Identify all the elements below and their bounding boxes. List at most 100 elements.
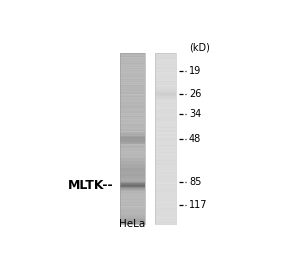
Bar: [120, 73, 145, 74]
Bar: [155, 57, 176, 58]
Bar: [155, 146, 176, 147]
Bar: [120, 210, 145, 211]
Bar: [155, 212, 176, 213]
Bar: [120, 169, 145, 170]
Bar: [155, 77, 176, 78]
Bar: [155, 82, 176, 83]
Bar: [155, 187, 176, 188]
Bar: [120, 181, 145, 182]
Bar: [120, 210, 145, 211]
Bar: [155, 127, 176, 128]
Bar: [155, 140, 176, 141]
Bar: [120, 110, 145, 111]
Bar: [120, 144, 145, 145]
Bar: [120, 200, 145, 201]
Bar: [120, 162, 145, 163]
Bar: [155, 123, 176, 124]
Bar: [155, 202, 176, 203]
Bar: [120, 213, 145, 214]
Bar: [155, 201, 176, 202]
Bar: [120, 101, 145, 102]
Bar: [120, 55, 145, 56]
Bar: [155, 107, 176, 108]
Bar: [155, 101, 176, 102]
Bar: [155, 216, 176, 217]
Bar: [120, 151, 145, 152]
Bar: [120, 96, 145, 97]
Bar: [120, 182, 145, 183]
Bar: [120, 78, 145, 79]
Bar: [155, 157, 176, 158]
Bar: [155, 143, 176, 144]
Bar: [120, 61, 145, 62]
Bar: [120, 54, 145, 55]
Bar: [155, 149, 176, 150]
Bar: [120, 180, 145, 181]
Bar: [120, 94, 145, 95]
Bar: [120, 166, 145, 167]
Bar: [155, 194, 176, 195]
Bar: [155, 97, 176, 98]
Bar: [155, 150, 176, 151]
Bar: [120, 141, 145, 142]
Bar: [120, 79, 145, 80]
Bar: [120, 68, 145, 69]
Bar: [120, 216, 145, 217]
Bar: [120, 71, 145, 72]
Bar: [120, 92, 145, 93]
Bar: [120, 136, 145, 137]
Bar: [155, 53, 176, 54]
Bar: [120, 164, 145, 165]
Bar: [120, 179, 145, 180]
Bar: [155, 129, 176, 130]
Bar: [120, 90, 145, 91]
Bar: [120, 65, 145, 66]
Bar: [120, 125, 145, 126]
Bar: [155, 211, 176, 212]
Bar: [120, 151, 145, 152]
Bar: [155, 210, 176, 211]
Bar: [155, 199, 176, 200]
Bar: [120, 138, 145, 139]
Bar: [120, 221, 145, 222]
Bar: [120, 143, 145, 144]
Bar: [155, 68, 176, 69]
Bar: [120, 147, 145, 148]
Bar: [155, 136, 176, 137]
Bar: [155, 73, 176, 74]
Bar: [120, 201, 145, 202]
Bar: [120, 90, 145, 91]
Bar: [155, 185, 176, 186]
Bar: [120, 214, 145, 215]
Bar: [120, 171, 145, 172]
Bar: [120, 217, 145, 218]
Bar: [155, 147, 176, 148]
Bar: [155, 81, 176, 82]
Bar: [120, 143, 145, 144]
Bar: [120, 206, 145, 207]
Bar: [155, 168, 176, 169]
Bar: [155, 94, 176, 95]
Text: 48: 48: [189, 134, 201, 144]
Bar: [155, 103, 176, 104]
Bar: [155, 115, 176, 116]
Bar: [155, 200, 176, 201]
Bar: [155, 188, 176, 189]
Bar: [155, 182, 176, 183]
Bar: [155, 203, 176, 204]
Bar: [155, 218, 176, 219]
Bar: [155, 61, 176, 62]
Bar: [155, 222, 176, 223]
Bar: [120, 207, 145, 208]
Bar: [120, 107, 145, 108]
Bar: [120, 146, 145, 147]
Bar: [155, 57, 176, 58]
Bar: [155, 74, 176, 75]
Bar: [120, 76, 145, 77]
Bar: [120, 119, 145, 120]
Bar: [155, 80, 176, 81]
Bar: [120, 74, 145, 75]
Bar: [120, 104, 145, 105]
Bar: [155, 156, 176, 157]
Bar: [155, 124, 176, 125]
